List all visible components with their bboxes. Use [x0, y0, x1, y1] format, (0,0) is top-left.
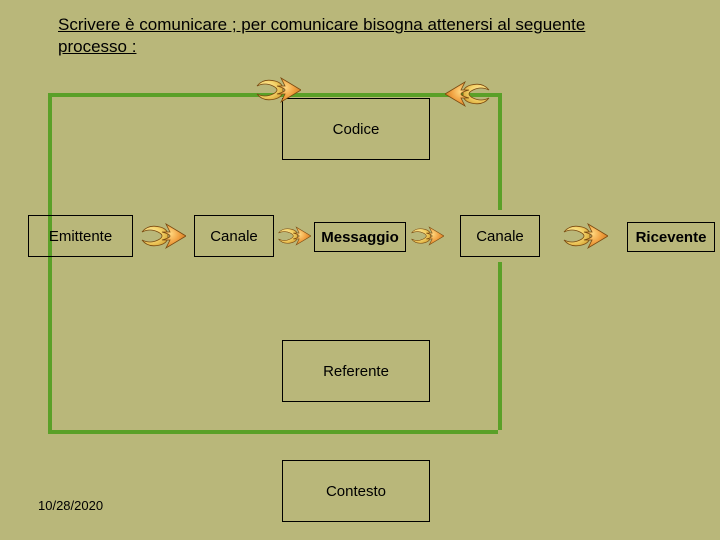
arrow-icon — [445, 76, 491, 112]
label-codice: Codice — [333, 121, 380, 138]
label-ricevente: Ricevente — [636, 229, 707, 246]
arrow-icon — [255, 72, 301, 108]
box-canale1: Canale — [194, 215, 274, 257]
box-emittente: Emittente — [28, 215, 133, 257]
label-contesto: Contesto — [326, 483, 386, 500]
label-canale1: Canale — [210, 228, 258, 245]
box-canale2: Canale — [460, 215, 540, 257]
box-messaggio: Messaggio — [314, 222, 406, 252]
label-canale2: Canale — [476, 228, 524, 245]
arrow-icon — [140, 218, 186, 254]
loop-bottom — [48, 430, 498, 434]
box-contesto: Contesto — [282, 460, 430, 522]
slide-date: 10/28/2020 — [38, 498, 103, 513]
arrow-icon — [410, 222, 444, 250]
arrow-icon — [277, 222, 311, 250]
slide-canvas: Scrivere è comunicare ; per comunicare b… — [0, 0, 720, 540]
box-codice: Codice — [282, 98, 430, 160]
box-ricevente: Ricevente — [627, 222, 715, 252]
loop-right-lower — [498, 262, 502, 430]
arrow-icon — [562, 218, 608, 254]
label-messaggio: Messaggio — [321, 229, 399, 246]
loop-left — [48, 93, 52, 430]
label-emittente: Emittente — [49, 228, 112, 245]
loop-right-upper — [498, 93, 502, 210]
label-referente: Referente — [323, 363, 389, 380]
box-referente: Referente — [282, 340, 430, 402]
slide-title: Scrivere è comunicare ; per comunicare b… — [58, 14, 648, 58]
